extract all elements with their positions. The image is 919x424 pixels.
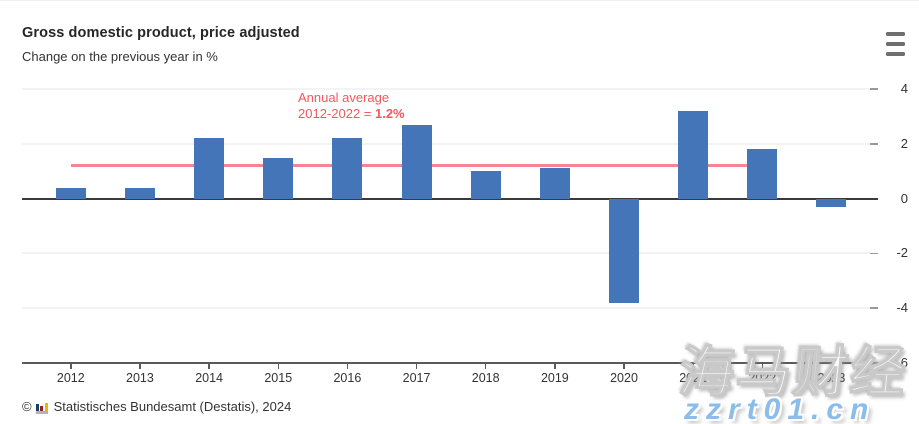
- x-axis-tick-2012: [70, 363, 72, 369]
- x-axis-label-2022: 2022: [748, 371, 777, 385]
- x-axis-label-2018: 2018: [471, 371, 500, 385]
- x-axis-tick-2016: [346, 363, 349, 369]
- destatis-logo-icon: [35, 400, 50, 414]
- bar-2017[interactable]: [401, 124, 432, 199]
- gridline--4: [22, 307, 870, 310]
- x-axis-label-2019: 2019: [540, 371, 569, 385]
- watermark-url: zzrt01.cn: [684, 393, 876, 424]
- bar-2021[interactable]: [678, 110, 709, 199]
- y-axis-label--6: -6: [896, 355, 908, 370]
- gridline--2: [22, 252, 870, 255]
- y-axis-label-0: 0: [900, 190, 908, 206]
- x-axis-tick-2018: [484, 363, 487, 369]
- x-axis-tick-2021: [692, 363, 694, 369]
- x-axis-label-2017: 2017: [402, 371, 431, 385]
- x-axis-label-2020: 2020: [610, 371, 638, 385]
- x-axis-tick-2017: [415, 363, 418, 369]
- bar-2015[interactable]: [263, 157, 294, 199]
- y-axis-tick-2: [870, 143, 878, 145]
- y-axis-tick--4: [870, 307, 878, 309]
- y-axis-label--4: -4: [896, 300, 908, 316]
- y-axis-tick--6: [870, 362, 878, 364]
- gridline-2: [22, 142, 870, 145]
- y-axis-label-4: 4: [900, 81, 908, 96]
- y-axis-label-2: 2: [900, 135, 908, 151]
- plot-area: Annual average 2012-2022 = 1.2% 4 2 0 -2 -4 -…: [22, 81, 908, 385]
- x-axis-label-2015: 2015: [264, 371, 293, 385]
- zero-line: [22, 197, 878, 200]
- x-axis-tick-2020: [623, 363, 625, 369]
- annotation-line1: Annual average: [298, 90, 390, 105]
- x-axis-tick-2019: [554, 363, 556, 369]
- x-axis-label-2016: 2016: [333, 371, 362, 385]
- x-axis-label-2021: 2021: [679, 371, 708, 385]
- x-axis-label-2012: 2012: [56, 371, 85, 385]
- y-axis-tick-4: [870, 88, 878, 90]
- source-line: © Statistisches Bundesamt (Destatis), 20…: [22, 399, 291, 414]
- bar-2018[interactable]: [470, 171, 501, 199]
- annotation-average-value: 1.2%: [374, 106, 405, 121]
- chart-subtitle: Change on the previous year in %: [22, 49, 218, 64]
- bar-2012[interactable]: [55, 187, 86, 199]
- bar-2014[interactable]: [194, 138, 225, 199]
- annotation-line2: 2012-2022 = 1.2%: [298, 106, 405, 121]
- x-axis-label-2013: 2013: [126, 371, 154, 385]
- bar-2020[interactable]: [609, 198, 639, 303]
- average-annotation: Annual average 2012-2022 = 1.2%: [298, 90, 405, 122]
- x-axis-tick-2013: [139, 363, 141, 369]
- x-axis-tick-2015: [277, 363, 279, 369]
- x-axis-tick-2022: [761, 363, 764, 369]
- bar-2013[interactable]: [124, 187, 155, 199]
- bar-2016[interactable]: [332, 138, 363, 199]
- bar-2022[interactable]: [747, 149, 778, 199]
- bar-2023[interactable]: [816, 198, 847, 207]
- x-axis-label-2023: 2023: [817, 371, 846, 385]
- gridline--6: [22, 362, 878, 364]
- gridline-4: [22, 88, 870, 90]
- copyright-symbol: ©: [22, 399, 32, 414]
- y-axis-label--2: -2: [896, 245, 908, 261]
- hamburger-menu-icon[interactable]: [886, 32, 905, 57]
- x-axis-tick-2023: [830, 363, 833, 369]
- chart-title: Gross domestic product, price adjusted: [22, 25, 300, 41]
- y-axis-tick--2: [870, 252, 878, 255]
- source-text: Statistisches Bundesamt (Destatis), 2024: [53, 399, 292, 414]
- bar-2019[interactable]: [539, 168, 570, 199]
- x-axis-label-2014: 2014: [195, 371, 223, 385]
- x-axis-tick-2014: [208, 363, 210, 369]
